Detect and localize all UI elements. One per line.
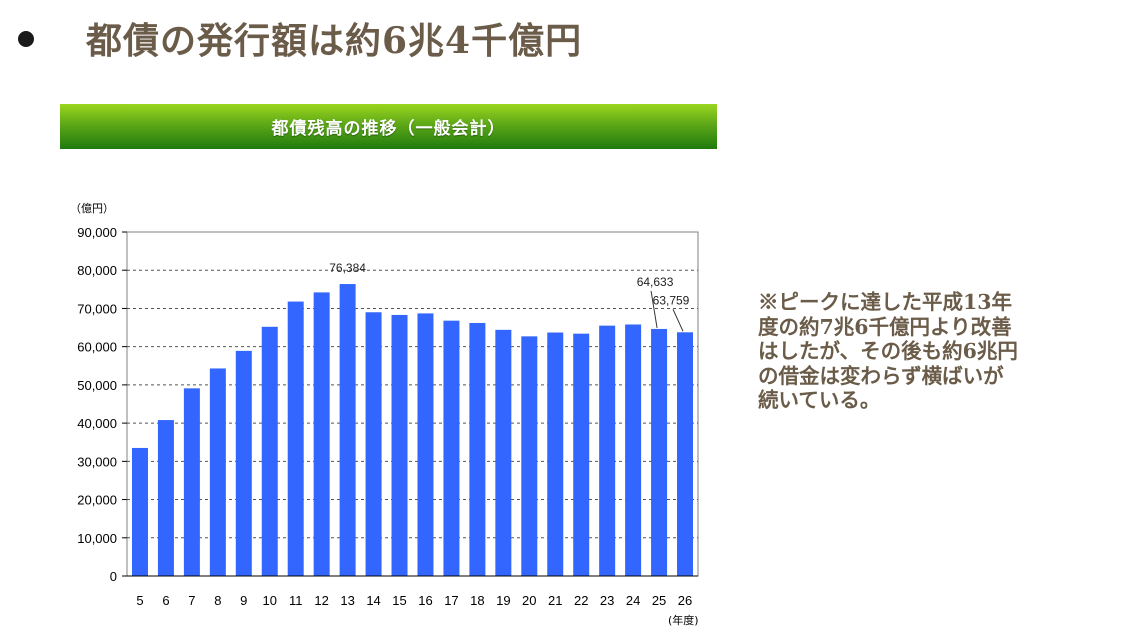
y-tick-label: 0 (110, 569, 117, 584)
bar (391, 314, 408, 576)
bar (339, 284, 356, 576)
x-tick-label: 11 (289, 593, 303, 608)
slide-title: 都債の発行額は約6兆4千億円 (86, 20, 583, 62)
x-tick-label: 16 (418, 593, 432, 608)
bar (469, 322, 486, 576)
bar (547, 332, 564, 576)
bar (521, 336, 538, 576)
bar (261, 326, 278, 576)
chart-banner: 都債残高の推移（一般会計） (60, 104, 717, 149)
x-tick-label: 19 (496, 593, 510, 608)
bar (209, 368, 226, 576)
x-tick-label: 21 (548, 593, 562, 608)
y-tick-label: 40,000 (77, 416, 117, 431)
bar (495, 329, 512, 576)
bar (365, 312, 382, 576)
bar (417, 313, 434, 576)
y-tick-label: 90,000 (77, 225, 117, 240)
x-tick-label: 23 (600, 593, 614, 608)
x-tick-label: 12 (314, 593, 328, 608)
y-tick-label: 30,000 (77, 454, 117, 469)
y-tick-label: 70,000 (77, 301, 117, 316)
bar (677, 332, 694, 576)
bullet-icon (18, 31, 34, 47)
y-tick-label: 50,000 (77, 378, 117, 393)
x-tick-label: 24 (626, 593, 640, 608)
y-tick-label: 20,000 (77, 493, 117, 508)
bar (651, 328, 668, 576)
commentary-note: ※ピークに達した平成13年 度の約7兆6千億円より改善 はしたが、その後も約6兆… (758, 290, 1018, 412)
bar (287, 301, 304, 576)
data-label: 64,633 (637, 275, 674, 289)
y-unit-label: （億円） (70, 202, 114, 215)
x-tick-label: 6 (162, 593, 169, 608)
x-tick-label: 18 (470, 593, 484, 608)
data-label: 76,384 (329, 261, 366, 275)
x-tick-label: 13 (340, 593, 354, 608)
bar (235, 350, 252, 576)
bar (573, 333, 590, 576)
x-tick-label: 15 (392, 593, 406, 608)
x-tick-label: 7 (188, 593, 195, 608)
bar (599, 325, 616, 576)
x-tick-label: 26 (678, 593, 692, 608)
x-tick-label: 5 (136, 593, 143, 608)
bar (131, 447, 148, 576)
x-unit-label: (年度) (668, 613, 699, 627)
x-tick-label: 25 (652, 593, 666, 608)
bar (157, 420, 174, 576)
y-tick-label: 60,000 (77, 340, 117, 355)
x-tick-label: 9 (240, 593, 247, 608)
leader-line (672, 309, 684, 332)
data-label: 63,759 (653, 293, 690, 307)
chart-title: 都債残高の推移（一般会計） (271, 119, 506, 139)
y-tick-label: 80,000 (77, 263, 117, 278)
x-tick-label: 14 (366, 593, 380, 608)
bar (313, 292, 330, 576)
leader-line (650, 290, 658, 329)
slide-heading: 都債の発行額は約6兆4千億円 (18, 8, 582, 68)
y-tick-label: 10,000 (77, 531, 117, 546)
x-tick-label: 10 (263, 593, 277, 608)
x-tick-label: 17 (444, 593, 458, 608)
bar (625, 324, 642, 576)
x-tick-label: 20 (522, 593, 536, 608)
bar (443, 320, 460, 576)
x-tick-label: 22 (574, 593, 588, 608)
bar (183, 388, 200, 576)
x-tick-label: 8 (214, 593, 221, 608)
